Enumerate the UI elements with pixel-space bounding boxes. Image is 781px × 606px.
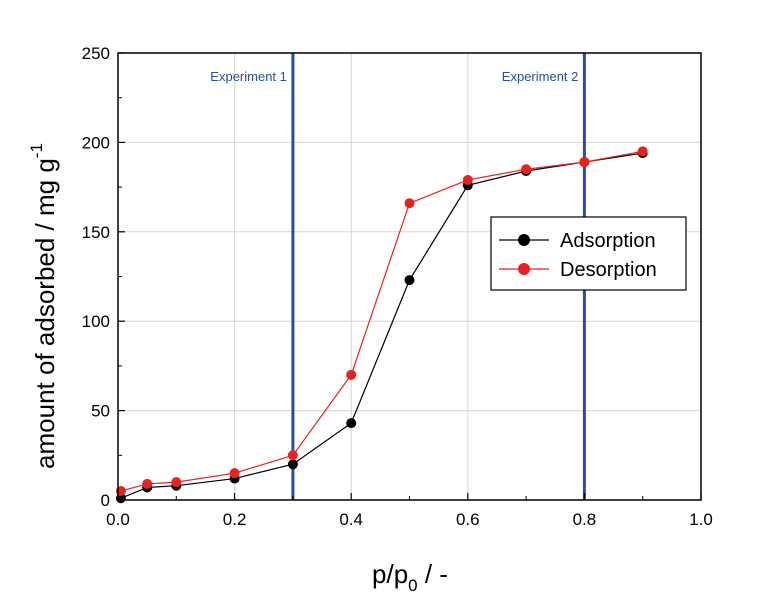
y-tick-label: 150 (82, 223, 110, 242)
y-tick-label: 200 (82, 133, 110, 152)
series-line-adsorption (120, 152, 643, 499)
data-point-adsorption (404, 275, 415, 286)
x-tick-label: 0.4 (339, 510, 363, 529)
y-tick-label: 50 (91, 402, 110, 421)
data-point-desorption (579, 157, 590, 168)
data-point-desorption (171, 477, 182, 488)
legend-box (490, 216, 687, 291)
y-axis-title-superscript: -1 (27, 143, 46, 158)
data-point-desorption (521, 164, 532, 175)
x-tick-label: 1.0 (689, 510, 713, 529)
legend-marker-adsorption (518, 234, 530, 246)
x-tick-label: 0.0 (106, 510, 130, 529)
data-point-adsorption (346, 418, 357, 429)
y-tick-label: 100 (82, 312, 110, 331)
x-tick-label: 0.8 (573, 510, 597, 529)
data-point-desorption (229, 468, 240, 479)
x-axis-title-tail: / - (418, 559, 448, 589)
x-axis-title: p/p0 / - (372, 559, 448, 595)
x-tick-label: 0.2 (223, 510, 247, 529)
experiment-label: Experiment 2 (502, 69, 579, 84)
data-point-adsorption (287, 459, 298, 470)
experiment-label: Experiment 1 (210, 69, 287, 84)
data-point-desorption (142, 478, 153, 489)
y-axis-title: amount of adsorbed / mg g-1 (27, 143, 60, 469)
legend-label-desorption: Desorption (560, 259, 657, 281)
data-point-desorption (462, 174, 473, 185)
axis-ticks: 0.0 0.2 0.4 0.6 0.8 1.0 0 50 100 150 200 250 (82, 44, 713, 529)
x-axis-title-main: p/p (372, 559, 408, 589)
experiment-lines: Experiment 1 Experiment 2 (210, 53, 586, 500)
legend-marker-desorption (518, 263, 530, 275)
y-tick-label: 0 (101, 491, 110, 510)
series-group (115, 146, 648, 504)
data-point-desorption (637, 146, 648, 157)
data-point-desorption (346, 369, 357, 380)
data-point-desorption (404, 198, 415, 209)
y-axis-title-main: amount of adsorbed / mg g (30, 158, 60, 469)
y-tick-label: 250 (82, 44, 110, 63)
legend: Adsorption Desorption (490, 216, 687, 291)
data-point-desorption (287, 450, 298, 461)
x-axis-title-subscript: 0 (408, 576, 417, 595)
legend-label-adsorption: Adsorption (560, 230, 656, 252)
x-tick-label: 0.6 (456, 510, 480, 529)
